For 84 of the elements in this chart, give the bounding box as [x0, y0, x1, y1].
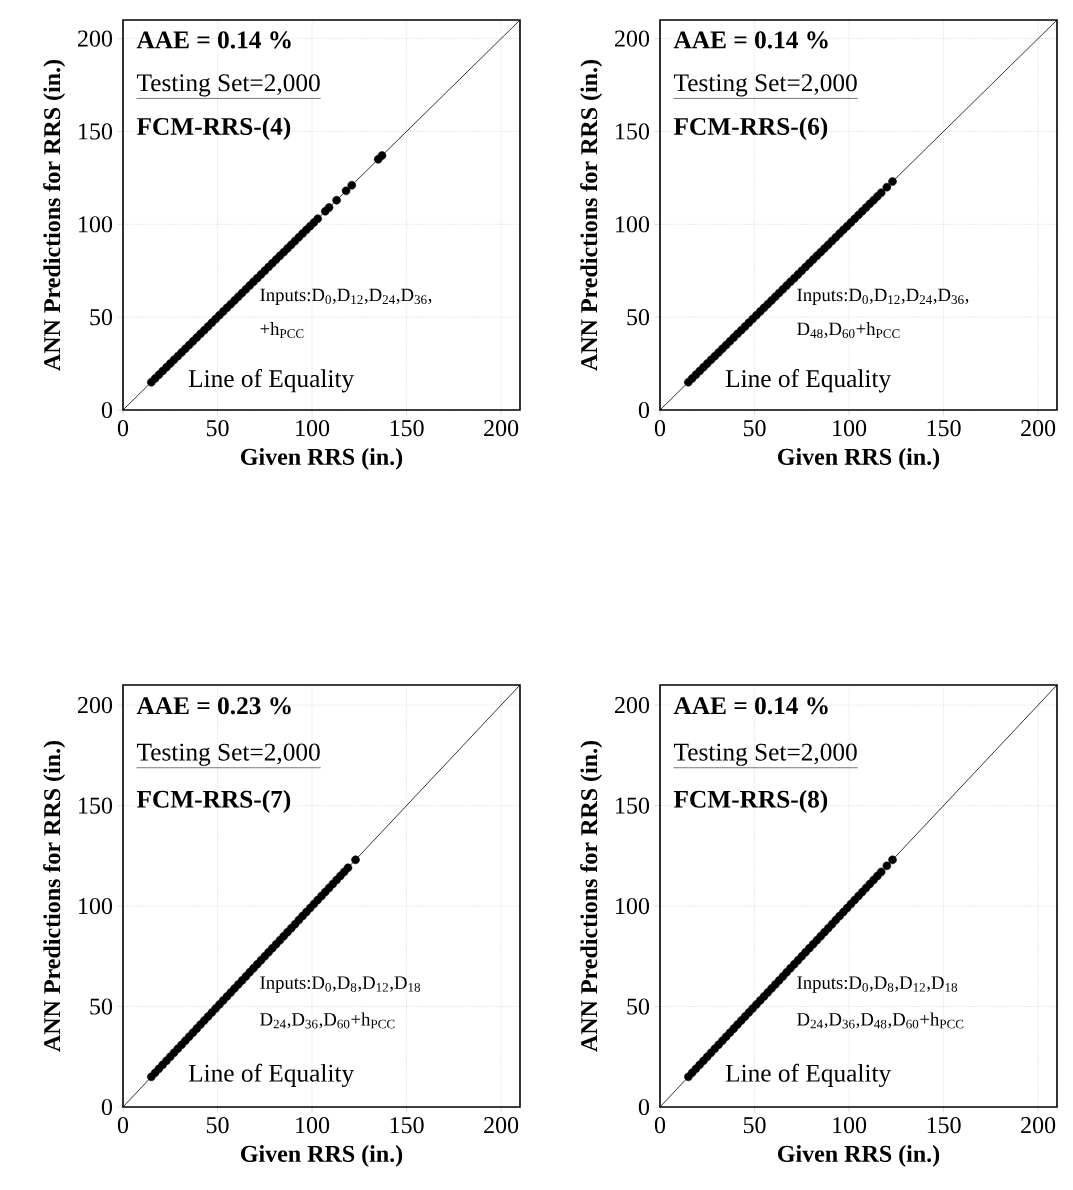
x-tick-label: 150 — [927, 420, 961, 437]
y-tick-label: 100 — [79, 216, 113, 233]
x-tick-label: 200 — [484, 1117, 519, 1134]
x-tick-label: 100 — [833, 420, 867, 437]
text: Inputs:D$_{0}$,D$_{12}$,D$_{24}$,D$_{36}$, — [797, 288, 969, 305]
annotation: Line of Equality — [188, 369, 355, 393]
y-tick-label: 50 — [627, 309, 650, 326]
y-tick-label: 200 — [78, 30, 113, 47]
point — [341, 186, 351, 196]
annotation: Testing Set=2,000 — [136, 743, 320, 766]
x-tick-label: 100 — [296, 420, 330, 437]
text: D$_{24}$,D$_{36}$,D$_{48}$,D$_{60}$+h$_{PCC}$ — [797, 1012, 964, 1029]
point — [882, 182, 892, 192]
x-tick-label: 150 — [390, 420, 424, 437]
x-tick-label: 0 — [117, 1117, 129, 1134]
y-axis-title: ANN Predictions for RRS (in.) — [580, 59, 603, 371]
annotation: FCM-RRS-(6) — [673, 117, 828, 141]
y-tick-label: 0 — [638, 401, 650, 419]
y-axis-title: ANN Predictions for RRS (in.) — [43, 740, 66, 1052]
point — [882, 861, 892, 871]
y-tick-label: 50 — [90, 309, 113, 326]
y-tick-label: 50 — [90, 998, 113, 1015]
annotation: AAE = 0.14 % — [673, 31, 828, 49]
point — [343, 863, 353, 873]
x-tick-label: 0 — [117, 420, 129, 437]
annotation: Line of Equality — [725, 1063, 892, 1087]
y-tick-label: 0 — [101, 401, 113, 419]
annotation: Inputs:D$_{0}$,D$_{8}$,D$_{12}$,D$_{18}$ — [797, 976, 958, 993]
annotation: Line of Equality — [188, 1063, 355, 1087]
annotation: +h$_{PCC}$ — [260, 322, 304, 339]
x-tick-label: 200 — [1021, 1117, 1056, 1134]
annotation: Inputs:D$_{0}$,D$_{8}$,D$_{12}$,D$_{18}$ — [260, 976, 421, 993]
annotation: Line of Equality — [725, 369, 892, 393]
y-axis-title: ANN Predictions for RRS (in.) — [43, 59, 66, 371]
point — [888, 855, 897, 865]
y-tick-label: 50 — [627, 998, 650, 1015]
point — [313, 214, 322, 223]
x-tick-label: 150 — [927, 1117, 961, 1134]
x-tick-label: 50 — [206, 420, 229, 437]
annotation: AAE = 0.14 % — [673, 697, 828, 715]
x-tick-label: 50 — [743, 420, 766, 437]
y-tick-label: 100 — [616, 216, 650, 233]
annotation: FCM-RRS-(7) — [136, 790, 291, 813]
y-tick-label: 150 — [79, 123, 113, 140]
x-axis-title: Given RRS (in.) — [240, 448, 403, 470]
text: Inputs:D$_{0}$,D$_{12}$,D$_{24}$,D$_{36}$, — [260, 288, 432, 305]
annotation: Testing Set=2,000 — [136, 74, 320, 97]
y-tick-label: 200 — [78, 697, 113, 714]
y-tick-label: 150 — [616, 797, 650, 814]
y-tick-label: 200 — [615, 697, 650, 714]
annotation: FCM-RRS-(8) — [673, 790, 828, 813]
x-tick-label: 50 — [206, 1117, 229, 1134]
point — [876, 867, 886, 877]
x-tick-label: 0 — [654, 420, 666, 437]
x-tick-label: 100 — [296, 1117, 330, 1134]
y-tick-label: 150 — [79, 797, 113, 814]
x-tick-label: 50 — [743, 1117, 766, 1134]
annotation: Testing Set=2,000 — [673, 74, 857, 97]
y-tick-label: 200 — [615, 30, 650, 47]
annotation: AAE = 0.23 % — [136, 697, 291, 715]
x-tick-label: 200 — [1021, 420, 1056, 437]
y-tick-label: 0 — [638, 1098, 650, 1116]
y-tick-label: 100 — [616, 897, 650, 915]
annotation: D$_{24}$,D$_{36}$,D$_{60}$+h$_{PCC}$ — [260, 1012, 395, 1029]
annotation: Testing Set=2,000 — [673, 743, 857, 766]
y-tick-label: 150 — [616, 123, 650, 140]
x-tick-label: 0 — [654, 1117, 666, 1134]
point — [324, 203, 334, 212]
y-axis-title: ANN Predictions for RRS (in.) — [580, 740, 603, 1052]
annotation: FCM-RRS-(4) — [136, 117, 291, 141]
point — [332, 195, 341, 205]
point — [347, 181, 357, 190]
x-tick-label: 100 — [833, 1117, 867, 1134]
annotation: AAE = 0.14 % — [136, 31, 291, 49]
point — [351, 855, 360, 865]
y-tick-label: 0 — [101, 1098, 113, 1116]
x-tick-label: 150 — [390, 1117, 424, 1134]
x-tick-label: 200 — [484, 420, 519, 437]
x-axis-title: Given RRS (in.) — [778, 1145, 940, 1167]
x-axis-title: Given RRS (in.) — [778, 448, 940, 470]
x-axis-title: Given RRS (in.) — [240, 1145, 403, 1167]
y-tick-label: 100 — [79, 897, 113, 915]
point — [888, 177, 897, 186]
annotation: D$_{48}$,D$_{60}$+h$_{PCC}$ — [797, 322, 900, 339]
